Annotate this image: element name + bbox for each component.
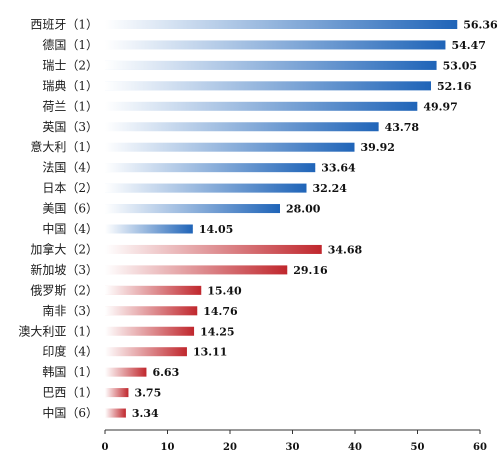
category-label: 英国（3） bbox=[42, 120, 98, 134]
bar bbox=[105, 204, 280, 214]
x-tick-label: 0 bbox=[102, 442, 109, 453]
data-label: 3.34 bbox=[132, 407, 159, 420]
bar bbox=[105, 244, 322, 254]
category-label: 韩国（1） bbox=[42, 364, 98, 379]
labels-layer: 西班牙（1） 56.36 德国（1） 54.47 瑞士（2） 53.05 瑞典（1） 52.1… bbox=[18, 18, 498, 421]
bar bbox=[105, 20, 458, 29]
data-label: 14.25 bbox=[200, 325, 234, 338]
category-label: 瑞典（1） bbox=[42, 79, 98, 93]
bar bbox=[105, 142, 355, 152]
data-label: 32.24 bbox=[313, 182, 348, 195]
bar bbox=[105, 122, 379, 132]
data-label: 15.40 bbox=[207, 284, 242, 297]
x-axis: 0 10 20 30 40 50 60 bbox=[102, 429, 487, 453]
bar bbox=[105, 367, 147, 377]
category-label: 美国（6） bbox=[42, 202, 98, 216]
data-label: 54.47 bbox=[451, 39, 485, 52]
data-label: 6.63 bbox=[152, 366, 179, 379]
data-label: 43.78 bbox=[385, 121, 420, 134]
bar bbox=[105, 326, 195, 336]
x-tick-label: 50 bbox=[411, 442, 425, 453]
bar bbox=[105, 224, 193, 234]
category-label: 日本（2） bbox=[42, 181, 98, 195]
data-label: 52.16 bbox=[437, 80, 472, 93]
bar bbox=[105, 101, 418, 111]
bar bbox=[105, 265, 288, 275]
bar bbox=[105, 40, 446, 50]
category-label: 意大利（1） bbox=[30, 139, 98, 154]
x-tick-label: 60 bbox=[473, 442, 487, 453]
category-label: 新加坡（3） bbox=[30, 262, 98, 277]
category-label: 法国（4） bbox=[42, 161, 98, 175]
x-tick-label: 40 bbox=[348, 442, 362, 453]
bar bbox=[105, 347, 187, 357]
category-label: 荷兰（1） bbox=[42, 99, 98, 113]
data-label: 49.97 bbox=[423, 100, 457, 113]
category-label: 巴西（1） bbox=[42, 386, 98, 400]
bar bbox=[105, 183, 307, 193]
x-tick-label: 30 bbox=[286, 442, 300, 453]
bar bbox=[105, 285, 202, 295]
data-label: 33.64 bbox=[321, 162, 356, 175]
bar bbox=[105, 306, 198, 316]
bar bbox=[105, 163, 316, 173]
category-label: 印度（4） bbox=[42, 344, 98, 359]
data-label: 14.05 bbox=[199, 223, 233, 236]
bar bbox=[105, 60, 437, 70]
category-label: 加拿大（2） bbox=[30, 241, 98, 256]
data-label: 13.11 bbox=[193, 346, 227, 359]
category-label: 南非（3） bbox=[42, 303, 98, 318]
x-tick-label: 10 bbox=[161, 442, 175, 453]
category-label: 西班牙（1） bbox=[30, 18, 98, 32]
bar bbox=[105, 81, 431, 91]
x-tick-label: 20 bbox=[223, 442, 237, 453]
data-label: 56.36 bbox=[463, 19, 498, 32]
data-label: 29.16 bbox=[293, 264, 328, 277]
category-label: 中国（6） bbox=[42, 405, 98, 420]
category-label: 澳大利亚（1） bbox=[18, 324, 98, 338]
data-label: 3.75 bbox=[134, 387, 161, 400]
category-label: 瑞士（2） bbox=[42, 58, 98, 72]
category-label: 俄罗斯（2） bbox=[30, 283, 98, 297]
data-label: 53.05 bbox=[443, 59, 477, 72]
bar bbox=[105, 388, 129, 398]
category-label: 德国（1） bbox=[42, 37, 98, 52]
category-label: 中国（4） bbox=[42, 221, 98, 236]
data-label: 34.68 bbox=[328, 243, 363, 256]
data-label: 39.92 bbox=[361, 141, 395, 154]
bars-layer bbox=[105, 20, 458, 418]
data-label: 28.00 bbox=[286, 203, 321, 216]
data-label: 14.76 bbox=[203, 305, 238, 318]
bar bbox=[105, 408, 126, 418]
